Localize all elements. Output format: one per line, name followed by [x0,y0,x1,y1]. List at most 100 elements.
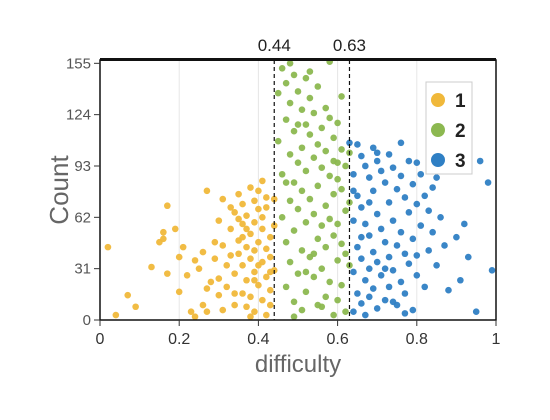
data-point-series-1 [203,308,211,316]
data-point-series-3 [354,192,361,200]
data-point-series-1 [132,303,139,311]
data-point-series-2 [306,131,314,138]
data-point-series-2 [318,222,326,229]
data-point-series-2 [278,170,286,178]
data-point-series-2 [338,146,345,153]
data-point-series-3 [397,172,405,180]
data-point-series-3 [476,157,484,165]
data-point-series-2 [306,94,314,102]
x-tick-label: 0.8 [406,331,428,348]
y-tick-label: 124 [66,107,91,124]
data-point-series-2 [326,114,333,122]
data-point-series-2 [342,250,349,258]
y-axis-label: Count [44,155,74,225]
data-point-series-1 [235,215,242,223]
data-point-series-1 [164,202,171,210]
data-point-series-2 [286,151,294,158]
data-point-series-1 [263,204,270,211]
data-point-series-3 [362,162,369,170]
legend-marker-1 [431,93,445,107]
data-point-series-3 [377,167,385,175]
data-point-series-3 [358,233,365,241]
data-point-series-1 [179,243,187,251]
data-point-series-3 [350,217,357,224]
data-point-series-2 [330,232,337,239]
data-point-series-2 [342,308,349,316]
data-point-series-3 [397,228,405,236]
data-point-series-1 [207,278,215,286]
data-point-series-2 [282,179,290,186]
data-point-series-3 [365,199,373,206]
data-point-series-3 [393,242,401,249]
data-point-series-3 [413,271,421,279]
data-point-series-2 [330,134,337,142]
data-point-series-1 [251,247,258,254]
data-point-series-1 [239,233,246,241]
data-point-series-1 [251,308,258,316]
data-point-series-2 [334,220,341,228]
data-point-series-3 [421,192,429,200]
data-point-series-3 [381,238,389,246]
data-point-series-3 [354,243,361,251]
data-point-series-1 [223,283,231,291]
data-point-series-2 [274,89,282,97]
data-point-series-3 [437,214,444,221]
y-tick-label: 62 [74,209,91,226]
data-point-series-2 [282,283,290,291]
data-point-series-2 [290,227,298,234]
legend: 1 2 3 [425,81,473,175]
data-point-series-2 [338,281,345,289]
data-point-series-2 [322,147,330,155]
data-point-series-3 [401,290,409,297]
data-point-series-1 [112,311,120,319]
data-point-series-1 [231,301,238,309]
data-point-series-1 [211,255,219,263]
data-point-series-1 [259,225,266,233]
data-point-series-3 [354,290,361,297]
data-point-series-2 [290,127,298,135]
data-point-series-1 [247,293,254,301]
data-point-series-1 [266,268,274,276]
data-point-series-1 [266,253,274,261]
data-point-series-1 [247,184,254,191]
data-point-series-3 [358,255,365,263]
data-point-series-2 [298,187,306,195]
data-point-series-1 [124,291,132,299]
data-point-series-3 [373,258,381,266]
x-tick-label: 1 [492,331,501,348]
data-point-series-3 [381,179,389,186]
data-point-series-2 [322,243,330,251]
data-point-series-3 [373,210,381,218]
data-point-series-2 [294,121,302,128]
data-point-series-1 [219,306,227,314]
x-tick-label: 0.6 [326,331,348,348]
y-tick-label: 155 [66,55,91,72]
data-point-series-2 [298,106,306,113]
data-point-series-2 [330,190,337,198]
x-tick-label: 0.2 [168,331,190,348]
data-point-series-2 [294,270,302,277]
data-point-series-1 [255,262,262,269]
data-point-series-3 [457,276,464,284]
data-point-series-2 [326,278,333,286]
data-point-series-2 [334,159,341,166]
data-point-series-3 [413,200,421,208]
data-point-series-1 [251,268,258,276]
data-point-series-3 [377,271,385,279]
data-point-series-3 [445,286,452,294]
data-point-series-2 [302,167,310,175]
data-point-series-2 [318,124,326,132]
data-point-series-2 [302,268,310,276]
data-point-series-2 [286,99,294,107]
data-points [104,58,496,320]
data-point-series-3 [397,139,405,147]
data-point-series-2 [298,247,306,254]
data-point-series-1 [243,212,250,219]
data-point-series-2 [286,60,294,67]
data-point-series-3 [362,311,369,319]
data-point-series-1 [270,195,278,203]
data-point-series-2 [286,197,294,205]
data-point-series-1 [255,238,262,246]
data-point-series-1 [263,245,270,253]
y-tick-label: 93 [74,158,91,175]
